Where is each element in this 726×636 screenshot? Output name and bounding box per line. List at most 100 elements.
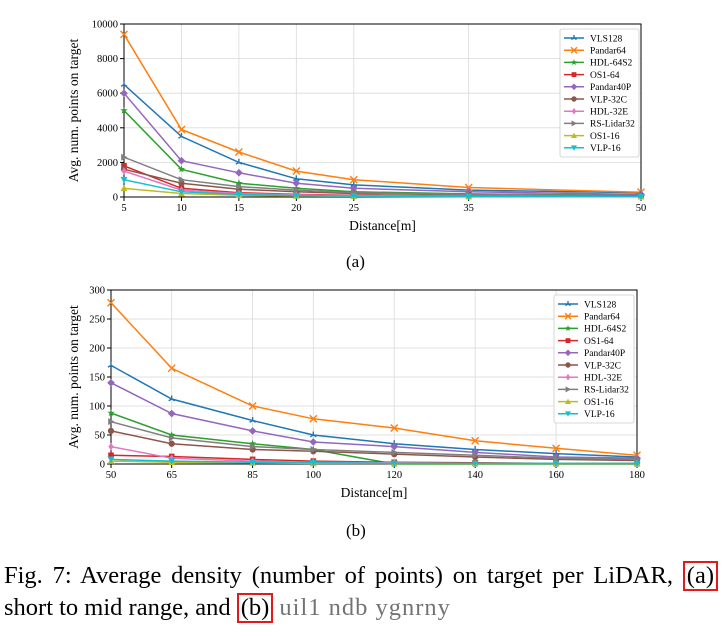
chart-a-legend-label: RS-Lidar32 bbox=[590, 120, 635, 130]
chart-a-xlabel: Distance[m] bbox=[349, 218, 416, 233]
chart-b-xlabel: Distance[m] bbox=[341, 485, 408, 500]
chart-b-legend-label: Pandar64 bbox=[584, 313, 620, 323]
chart-b-legend-label: OS1-64 bbox=[584, 337, 614, 347]
chart-b-point-VLP-16 bbox=[309, 460, 317, 467]
chart-b-point-RS-Lidar32 bbox=[310, 446, 317, 453]
chart-a-point-Pandar64 bbox=[234, 148, 243, 157]
chart-b-legend-marker bbox=[565, 386, 571, 393]
chart-b-legend-marker bbox=[565, 411, 571, 417]
chart-b-legend-marker bbox=[565, 301, 571, 307]
chart-b-point-VLP-16 bbox=[552, 460, 560, 467]
chart-a-point-HDL-32E bbox=[121, 167, 127, 175]
chart-a-legend-label: HDL-64S2 bbox=[590, 59, 632, 69]
chart-a-ytick-label: 6000 bbox=[97, 89, 118, 100]
chart-a-point-VLP-16 bbox=[637, 193, 645, 201]
caption-ref-a[interactable]: (a) bbox=[682, 561, 718, 591]
subfigure-b-label: (b) bbox=[346, 521, 366, 540]
chart-a-xtick-label: 25 bbox=[349, 203, 360, 214]
chart-a-point-HDL-64S2 bbox=[235, 179, 243, 187]
chart-a-point-Pandar40P bbox=[292, 179, 301, 188]
chart-b-series-line-VLP-32C bbox=[110, 430, 638, 462]
chart-b-ytick-label: 50 bbox=[95, 431, 106, 442]
chart-b-xtick-label: 50 bbox=[106, 470, 117, 481]
chart-b-legend-label: OS1-16 bbox=[584, 398, 614, 408]
chart-a-point-VLP-16 bbox=[292, 192, 300, 200]
chart-b-xtick-label: 65 bbox=[166, 470, 177, 481]
chart-b-xtick-label: 140 bbox=[467, 470, 483, 481]
chart-b-legend-label: Pandar40P bbox=[584, 349, 625, 359]
chart-a-legend-marker bbox=[571, 72, 577, 77]
chart-b-point-Pandar64 bbox=[107, 298, 115, 307]
chart-b-ytick-label: 300 bbox=[89, 286, 105, 297]
caption-main-text: Fig. 7: Average density (number of point… bbox=[4, 562, 673, 589]
chart-b-point-OS1-64 bbox=[108, 452, 114, 459]
chart-b-point-VLP-16 bbox=[633, 460, 641, 467]
chart-a-point-HDL-64S2 bbox=[120, 106, 128, 114]
chart-b-point-VLP-16 bbox=[107, 456, 115, 463]
chart-b-point-Pandar64 bbox=[167, 364, 176, 373]
chart-a-legend-label: HDL-32E bbox=[590, 108, 628, 118]
chart-b-legend bbox=[553, 294, 635, 424]
chart-b-legend-marker bbox=[565, 398, 571, 404]
chart-a-legend-marker bbox=[571, 35, 577, 41]
chart-b-xtick-label: 160 bbox=[548, 470, 564, 481]
chart-a-point-Pandar64 bbox=[177, 125, 186, 134]
chart-b-ytick-label: 100 bbox=[89, 402, 105, 413]
chart-a-point-RS-Lidar32 bbox=[121, 153, 128, 161]
chart-b-xtick-label: 85 bbox=[247, 470, 258, 481]
chart-a-xtick-label: 5 bbox=[121, 203, 126, 214]
chart-b-point-HDL-64S2 bbox=[168, 431, 176, 439]
chart-a-legend-marker bbox=[570, 59, 578, 66]
chart-b-point-Pandar40P bbox=[390, 442, 399, 451]
chart-b-xtick-label: 180 bbox=[629, 470, 645, 481]
chart-b-point-VLS128 bbox=[168, 395, 176, 402]
chart-a-point-VLP-16 bbox=[465, 193, 473, 200]
chart-b-legend-label: VLP-32C bbox=[584, 361, 621, 371]
chart-b-point-VLS128 bbox=[309, 431, 317, 438]
chart-a-legend-label: OS1-16 bbox=[590, 132, 620, 142]
chart-b-legend-label: VLS128 bbox=[584, 300, 616, 310]
chart-a-xtick-label: 15 bbox=[234, 203, 245, 214]
chart-b-point-Pandar40P bbox=[248, 427, 257, 435]
chart-a-point-RS-Lidar32 bbox=[293, 186, 300, 194]
chart-b-point-RS-Lidar32 bbox=[168, 434, 176, 442]
subfigure-a-label: (a) bbox=[346, 252, 365, 271]
chart-b-legend-label: HDL-32E bbox=[584, 374, 622, 384]
chart-b-point-VLS128 bbox=[249, 417, 257, 423]
chart-a-legend bbox=[559, 28, 640, 158]
chart-b-point-RS-Lidar32 bbox=[391, 448, 398, 456]
chart-a-legend-marker bbox=[570, 46, 578, 54]
chart-a-legend-marker bbox=[571, 96, 577, 102]
chart-b-legend-label: VLP-16 bbox=[584, 410, 615, 420]
chart-a-point-VLP-16 bbox=[350, 193, 358, 200]
chart-b-xtick-label: 120 bbox=[386, 470, 402, 481]
chart-a-legend-label: OS1-64 bbox=[590, 71, 620, 81]
chart-b-point-VLP-32C bbox=[107, 427, 115, 435]
chart-a-point-Pandar64 bbox=[292, 167, 301, 176]
chart-a-legend-marker bbox=[571, 120, 577, 127]
chart-a-point-RS-Lidar32 bbox=[178, 176, 185, 184]
caption-ref-b[interactable]: (b) bbox=[236, 593, 274, 623]
chart-b-point-RS-Lidar32 bbox=[108, 418, 115, 426]
chart-a-legend-marker bbox=[571, 132, 577, 138]
chart-b-legend-marker bbox=[565, 338, 571, 343]
chart-b-ytick-label: 250 bbox=[89, 315, 105, 326]
chart-b-point-HDL-64S2 bbox=[249, 439, 257, 447]
chart-a-ytick-label: 8000 bbox=[97, 54, 118, 65]
chart-a-ytick-label: 10000 bbox=[92, 20, 118, 31]
chart-b-series-line-VLS128 bbox=[110, 364, 638, 458]
chart-b-ytick-label: 200 bbox=[89, 344, 105, 355]
chart-a-legend-label: VLP-32C bbox=[590, 95, 627, 105]
chart-b-ytick-label: 150 bbox=[89, 373, 105, 384]
chart-a-legend-marker bbox=[570, 83, 578, 91]
chart-b-ylabel: Avg. num. points on target bbox=[66, 305, 81, 449]
chart-a-point-VLS128 bbox=[292, 175, 300, 182]
caption-tail-text: uil1 ndb ygnrny bbox=[279, 594, 451, 621]
chart-a-point-RS-Lidar32 bbox=[236, 183, 243, 191]
chart-a-point-Pandar64 bbox=[349, 175, 358, 184]
chart-b-point-RS-Lidar32 bbox=[472, 451, 479, 459]
chart-b-point-Pandar40P bbox=[107, 378, 115, 387]
chart-a-xtick-label: 10 bbox=[176, 203, 187, 214]
chart-b-point-Pandar64 bbox=[390, 424, 399, 433]
chart-a-point-OS1-16 bbox=[120, 184, 128, 192]
